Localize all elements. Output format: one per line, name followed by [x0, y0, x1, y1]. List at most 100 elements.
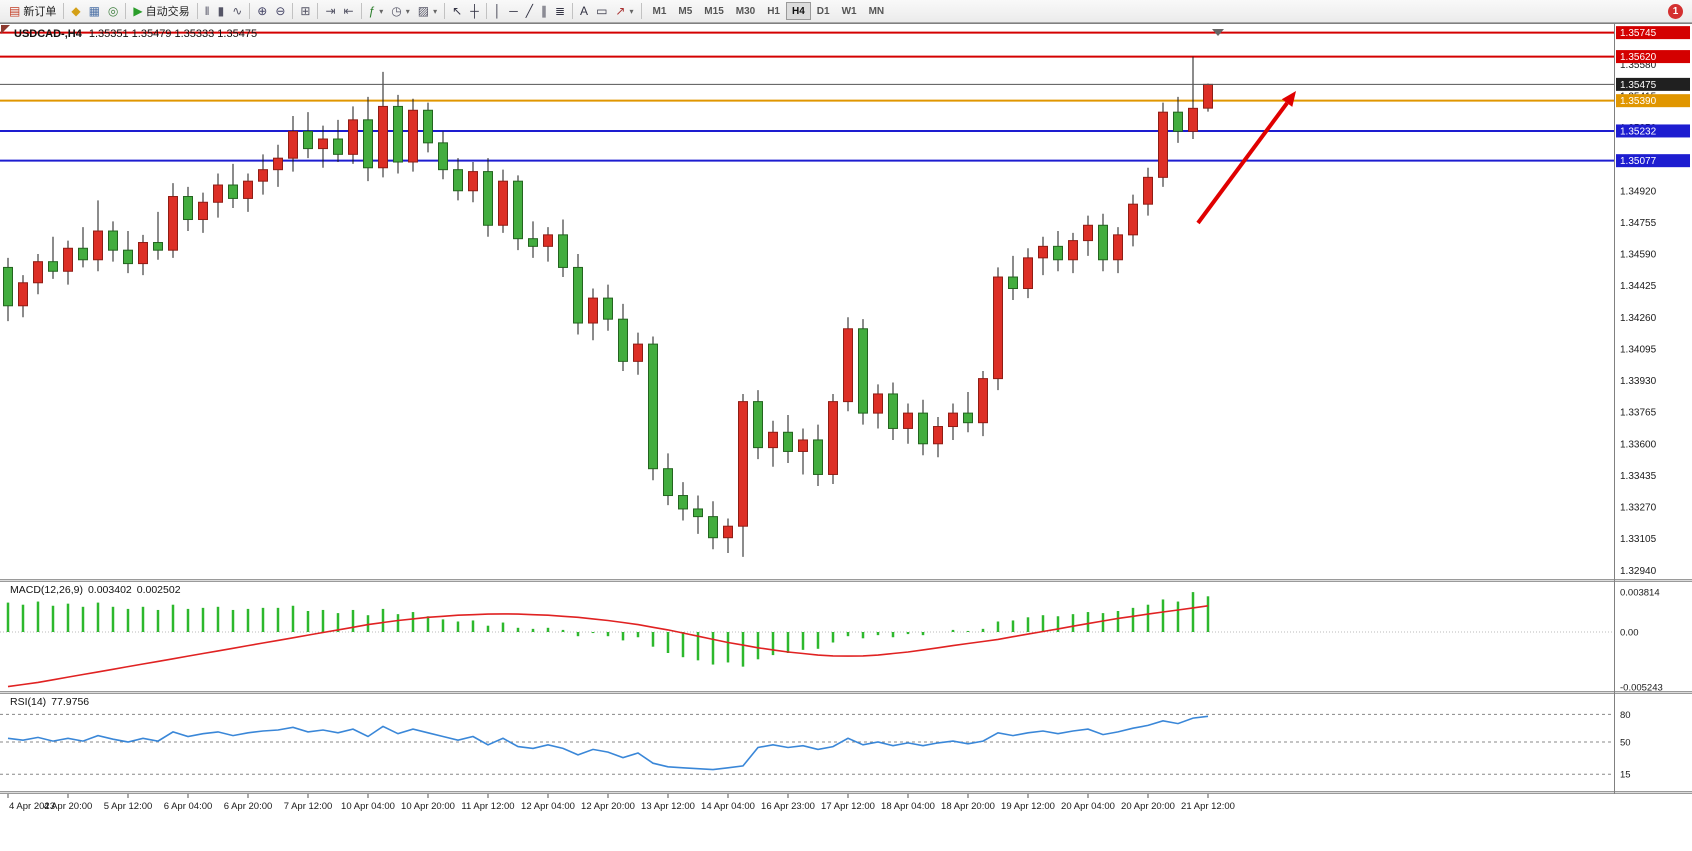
- new-order-icon: ▤: [9, 4, 21, 18]
- candle: [1203, 83, 1213, 112]
- candle-body: [183, 196, 193, 221]
- price-axis-label: 1.33435: [1620, 471, 1657, 482]
- auto-scroll-icon: ⇥: [325, 4, 336, 18]
- navigator-icon: ◎: [107, 4, 119, 18]
- candle-body: [423, 109, 433, 144]
- candle-body: [753, 401, 763, 449]
- timeframe-d1-button[interactable]: D1: [811, 2, 836, 20]
- candle: [858, 319, 868, 425]
- candle: [18, 275, 28, 318]
- data-window-button[interactable]: ▦: [85, 2, 104, 21]
- candle-body: [1143, 176, 1153, 205]
- toolbar-separator: [63, 3, 65, 19]
- indicators-button[interactable]: ƒ ▾: [365, 2, 388, 21]
- timeframe-h4-button[interactable]: H4: [786, 2, 811, 20]
- zoom-in-button[interactable]: ⊕: [253, 2, 271, 21]
- trend-arrow-head[interactable]: [1281, 91, 1296, 107]
- macd-signal-value: 0.002502: [136, 584, 181, 596]
- chart-shift-button[interactable]: ⇤: [340, 2, 358, 21]
- line-chart-button[interactable]: ∿: [228, 2, 246, 21]
- text-label-button[interactable]: ▭: [592, 2, 611, 21]
- candle: [303, 112, 313, 159]
- toolbar-separator: [292, 3, 294, 19]
- price-chart-canvas[interactable]: 8050151.355801.354151.352501.350851.3492…: [0, 24, 1692, 851]
- auto-scroll-button[interactable]: ⇥: [321, 2, 339, 21]
- timeframe-w1-button[interactable]: W1: [836, 2, 863, 20]
- price-axis-label: 1.34260: [1620, 313, 1657, 324]
- notification-badge[interactable]: 1: [1668, 3, 1683, 19]
- candle: [873, 384, 883, 429]
- price-axis-label: 1.34920: [1620, 186, 1657, 197]
- channel-button[interactable]: ∥: [537, 2, 551, 21]
- vertical-line-button[interactable]: │: [490, 2, 506, 21]
- candle-body: [873, 393, 883, 414]
- price-axis-label: 1.33600: [1620, 439, 1657, 450]
- timeframe-h1-button[interactable]: H1: [761, 2, 786, 20]
- candlestick-chart-button[interactable]: ▮: [214, 2, 229, 21]
- chart-shift-marker[interactable]: [1212, 29, 1224, 36]
- zoom-out-button[interactable]: ⊖: [271, 2, 289, 21]
- timeframe-m30-button[interactable]: M30: [730, 2, 761, 20]
- one-click-trading-toggle[interactable]: [1, 25, 10, 34]
- candle-body: [843, 328, 853, 403]
- candle: [168, 183, 178, 258]
- timeframe-mn-button[interactable]: MN: [863, 2, 891, 20]
- timeframe-m5-button[interactable]: M5: [672, 2, 698, 20]
- panel-separator[interactable]: [0, 691, 1692, 694]
- timeframe-m1-button[interactable]: M1: [646, 2, 672, 20]
- candle-body: [438, 142, 448, 171]
- price-axis-label: 1.35580: [1620, 60, 1657, 71]
- candle-body: [273, 157, 283, 171]
- trend-arrow-line[interactable]: [1196, 101, 1289, 225]
- periods-button[interactable]: ◷ ▾: [387, 2, 414, 21]
- tile-windows-button[interactable]: ⊞: [296, 2, 314, 21]
- candle-body: [1203, 83, 1213, 109]
- arrows-button[interactable]: ↗ ▾: [611, 2, 637, 21]
- candle-body: [153, 242, 163, 251]
- candle-body: [33, 261, 43, 284]
- panel-separator[interactable]: [0, 579, 1692, 582]
- fibonacci-button[interactable]: ≣: [551, 2, 569, 21]
- trendline-button[interactable]: ╱: [522, 2, 537, 21]
- candle-body: [498, 180, 508, 226]
- candle-body: [213, 184, 223, 203]
- candle-body: [1113, 234, 1123, 261]
- candle: [648, 336, 658, 481]
- candle: [183, 186, 193, 232]
- candle: [903, 403, 913, 444]
- candle: [1143, 167, 1153, 216]
- vertical-line-icon: │: [493, 4, 502, 18]
- toolbar-separator: [125, 3, 127, 19]
- candle: [843, 317, 853, 412]
- new-order-button[interactable]: ▤ 新订单: [5, 2, 60, 21]
- candle: [93, 200, 103, 272]
- candle-body: [258, 169, 268, 182]
- price-badge-value: 1.35232: [1620, 126, 1657, 137]
- candle: [123, 231, 133, 274]
- candle: [918, 399, 928, 456]
- time-axis-label: 18 Apr 20:00: [941, 801, 995, 812]
- timeframe-m15-button[interactable]: M15: [698, 2, 729, 20]
- bar-chart-button[interactable]: ‖: [201, 2, 214, 21]
- candle-body: [363, 119, 373, 169]
- price-badge-value: 1.35745: [1620, 28, 1657, 39]
- panel-separator[interactable]: [0, 791, 1692, 794]
- candle-body: [198, 201, 208, 221]
- text-button[interactable]: A: [576, 2, 592, 21]
- market-watch-button[interactable]: ◆: [67, 2, 84, 21]
- candle-body: [408, 109, 418, 163]
- rsi-axis-label: 80: [1620, 710, 1631, 721]
- horizontal-line-button[interactable]: ─: [505, 2, 522, 21]
- candle-body: [168, 196, 178, 251]
- templates-button[interactable]: ▨ ▾: [414, 2, 441, 21]
- autotrading-button[interactable]: ▶ 自动交易: [129, 2, 193, 21]
- candle: [453, 158, 463, 201]
- candle: [753, 390, 763, 460]
- price-badge-value: 1.35077: [1620, 156, 1657, 167]
- candle-body: [3, 266, 13, 307]
- navigator-button[interactable]: ◎: [104, 2, 122, 21]
- cursor-button[interactable]: ↖: [448, 2, 466, 21]
- crosshair-button[interactable]: ┼: [466, 2, 483, 21]
- time-axis-label: 19 Apr 12:00: [1001, 801, 1055, 812]
- clock-icon: ◷: [391, 4, 402, 18]
